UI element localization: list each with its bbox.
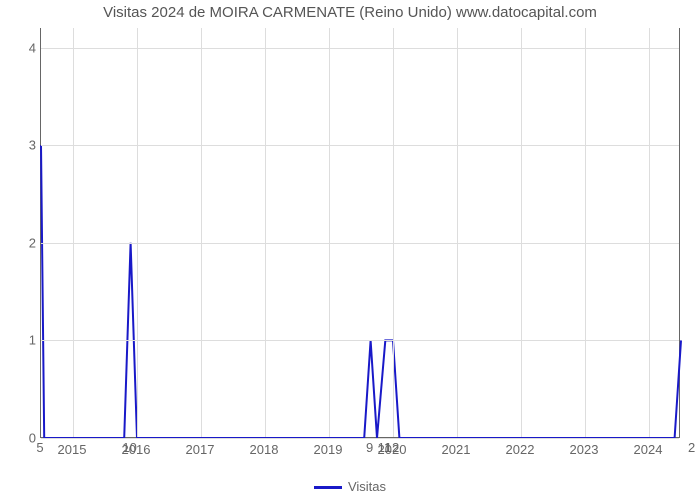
vgridline (265, 28, 266, 437)
data-point-label: 10 (122, 440, 136, 455)
vgridline (585, 28, 586, 437)
y-tick-label: 4 (6, 40, 36, 55)
data-point-label: 12 (385, 440, 399, 455)
hgridline (41, 438, 679, 439)
legend: Visitas (0, 479, 700, 494)
x-tick-label: 2018 (250, 442, 279, 457)
y-tick-label: 1 (6, 333, 36, 348)
y-tick-label: 0 (6, 431, 36, 446)
x-tick-label: 2019 (314, 442, 343, 457)
y-tick-label: 2 (6, 235, 36, 250)
legend-label: Visitas (348, 479, 386, 494)
vgridline (137, 28, 138, 437)
vgridline (329, 28, 330, 437)
vgridline (649, 28, 650, 437)
x-tick-label: 2021 (442, 442, 471, 457)
vgridline (73, 28, 74, 437)
vgridline (201, 28, 202, 437)
y-tick-label: 3 (6, 138, 36, 153)
legend-swatch (314, 486, 342, 489)
vgridline (521, 28, 522, 437)
x-tick-label: 2017 (186, 442, 215, 457)
x-tick-label: 2023 (570, 442, 599, 457)
plot-area (40, 28, 680, 438)
x-tick-label: 2024 (634, 442, 663, 457)
x-tick-label: 2022 (506, 442, 535, 457)
data-point-label: 9 (366, 440, 373, 455)
vgridline (457, 28, 458, 437)
chart-title: Visitas 2024 de MOIRA CARMENATE (Reino U… (0, 4, 700, 21)
vgridline (393, 28, 394, 437)
x-tick-label: 2015 (58, 442, 87, 457)
data-point-label: 2 (688, 440, 695, 455)
data-point-label: 5 (36, 440, 43, 455)
